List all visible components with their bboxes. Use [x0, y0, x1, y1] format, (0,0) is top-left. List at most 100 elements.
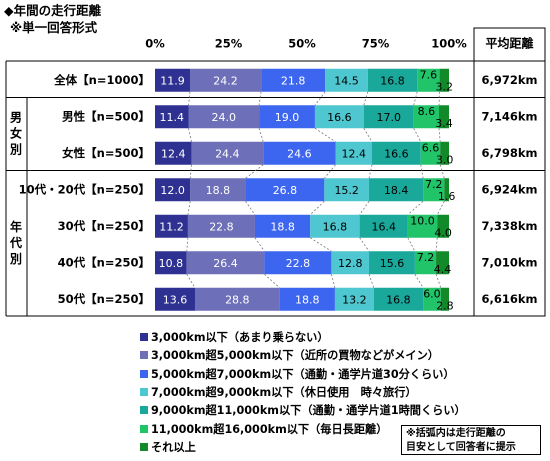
connector-line [438, 91, 440, 106]
avg-value: 6,616km [481, 292, 537, 306]
data-label: 12.4 [161, 147, 186, 160]
bar-segment [436, 251, 449, 275]
bar-segment [188, 105, 260, 129]
connector-line [359, 201, 370, 215]
bar-segment [423, 178, 445, 202]
connector-line [245, 201, 256, 215]
group-label-char: 女 [10, 126, 22, 141]
bar-segment [190, 178, 246, 202]
row-label: 男性【n=500】 [62, 109, 150, 123]
x-tick-label: 75% [362, 37, 390, 51]
bar-segment [186, 251, 265, 275]
data-label: 14.5 [334, 74, 359, 87]
bar-segment [155, 68, 190, 92]
bar-segment [331, 251, 370, 275]
bar-segment [423, 287, 441, 311]
legend-swatch [140, 351, 148, 360]
connector-line [436, 201, 445, 215]
group-label-char: 別 [9, 143, 22, 157]
connector-line [188, 128, 192, 142]
data-label: 15.2 [334, 184, 359, 197]
row-label: 全体【n=1000】 [53, 73, 150, 87]
legend-label: 5,000km超7,000km以下（通勤・通学片道30分くらい） [151, 367, 455, 381]
bar-segment [334, 287, 374, 311]
legend-label: 7,000km超9,000km以下（休日使用 時々旅行） [151, 385, 417, 399]
legend-swatch [140, 369, 148, 378]
connector-line [363, 128, 373, 142]
data-label: 16.8 [380, 74, 405, 87]
connector-line [186, 274, 196, 288]
data-label: 6.0 [423, 287, 441, 300]
data-label: 19.0 [275, 111, 300, 124]
bar-segment [263, 141, 336, 165]
connector-line [245, 164, 264, 179]
avg-value: 7,338km [481, 219, 537, 233]
bar-segment [367, 68, 418, 92]
legend-label: それ以上 [151, 440, 196, 454]
bar-segment [369, 178, 424, 202]
data-label: 10.8 [159, 257, 184, 270]
data-label: 12.8 [338, 257, 363, 270]
group-label-char: 代 [9, 235, 22, 250]
data-label: 18.8 [206, 184, 231, 197]
bar-segment [314, 105, 364, 129]
connector-line [414, 274, 424, 288]
legend-swatch [140, 333, 148, 341]
data-label: 17.0 [376, 111, 401, 124]
data-label: 6.6 [422, 141, 440, 154]
avg-value: 6,798km [481, 146, 537, 160]
connector-line [438, 128, 441, 142]
data-label: 16.8 [323, 220, 348, 233]
avg-column-frame [473, 27, 546, 317]
connector-line [188, 91, 191, 106]
x-tick-label: 50% [288, 37, 316, 51]
connector-line [368, 164, 373, 179]
legend-item: 11,000km超16,000km以下（毎日長距離） [140, 422, 387, 438]
bar-segment [414, 251, 437, 275]
data-label: 18.8 [295, 293, 320, 306]
legend-item: 9,000km超11,000km以下（通勤・通学片道1時間くらい） [140, 403, 466, 419]
chart-subtitle: ※単一回答形式 [10, 20, 98, 35]
data-label: 26.4 [213, 257, 238, 270]
connector-line [439, 164, 445, 179]
legend-swatch [140, 387, 148, 396]
legend-swatch [140, 442, 148, 451]
connector-line [258, 91, 262, 106]
connector-line [258, 128, 264, 142]
note-line-2: 目安として回答者に提示 [406, 442, 516, 453]
bar-segment [155, 214, 188, 238]
data-label: 16.4 [371, 220, 396, 233]
data-label: 13.2 [342, 293, 367, 306]
data-label: 2.8 [436, 299, 454, 312]
connector-line [407, 237, 416, 252]
data-label: 1.6 [438, 190, 456, 203]
bar-segment [155, 178, 191, 202]
connector-line [254, 237, 265, 252]
legend-item: 5,000km超7,000km以下（通勤・通学片道30分くらい） [140, 367, 455, 383]
bar-segment [194, 287, 280, 311]
bar-segment [189, 68, 262, 92]
data-label: 12.0 [160, 184, 185, 197]
bar-segment [155, 105, 189, 129]
connector-line [413, 128, 422, 142]
data-label: 28.8 [225, 293, 250, 306]
bar-segment [359, 214, 408, 238]
bar-segment [439, 68, 449, 92]
avg-value: 7,010km [481, 255, 537, 269]
row-label: 30代【n=250】 [58, 219, 150, 233]
data-label: 18.4 [384, 184, 409, 197]
connector-line [368, 274, 375, 288]
connector-line [413, 91, 418, 106]
bar-segment [279, 287, 335, 311]
legend-item: 3,000km超5,000km以下（近所の買物などがメイン） [140, 348, 439, 364]
connector-line [324, 164, 336, 179]
row-label: 50代【n=250】 [58, 292, 150, 306]
data-label: 21.8 [281, 74, 306, 87]
data-label: 24.2 [213, 74, 238, 87]
bar-segment [155, 251, 187, 275]
bar-segment [417, 68, 440, 92]
data-label: 26.8 [273, 184, 298, 197]
connector-line [264, 273, 280, 289]
legend-label: 3,000km超5,000km以下（近所の買物などがメイン） [151, 349, 439, 363]
data-label: 18.8 [270, 220, 295, 233]
